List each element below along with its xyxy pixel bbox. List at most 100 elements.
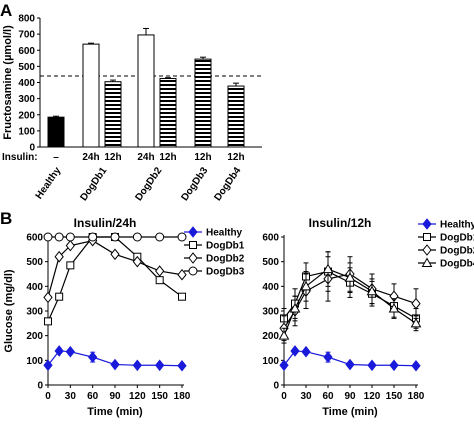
point-diamond-filled	[110, 358, 120, 371]
point-diamond	[54, 250, 64, 263]
point-square	[178, 292, 186, 301]
point-diamond-filled	[177, 359, 187, 372]
point-triangle	[421, 257, 433, 267]
point-diamond-filled	[323, 351, 333, 363]
point-diamond-filled	[411, 359, 421, 372]
insulin-label: 12h	[227, 152, 244, 163]
y-tick-label: 200	[18, 110, 35, 121]
point-triangle	[344, 272, 356, 282]
group-label-DogDb2: DogDb2	[133, 165, 164, 203]
point-circle	[188, 266, 198, 276]
x-tick-label: 30	[65, 391, 77, 402]
point-diamond-filled	[88, 351, 98, 363]
point-circle	[43, 232, 53, 242]
legend-label-DogDb2: DogDb2	[440, 246, 474, 257]
point-triangle	[278, 330, 290, 340]
insulin-label: 12h	[104, 152, 121, 163]
legend-label-DogDb2: DogDb2	[206, 254, 245, 265]
panel-b-insulin-24h-chart: 0 100 200 300 400 500 600 0 30 60 90 120 150 180 Time …	[3, 216, 245, 418]
point-diamond-filled	[279, 359, 289, 372]
y-tick-label: 400	[18, 78, 35, 89]
point-diamond-filled	[54, 345, 64, 357]
panel-letter-a: A	[0, 1, 12, 20]
point-circle	[110, 232, 120, 242]
y-tick-label: 0	[29, 143, 35, 154]
point-circle	[177, 232, 187, 242]
insulin-label: 12h	[194, 152, 211, 163]
point-square	[189, 241, 197, 249]
legend-label-Healthy: Healthy	[440, 220, 474, 231]
y-tick-label: 600	[18, 46, 35, 57]
panel-letter-b: B	[0, 209, 12, 228]
bar-DogDb2-12h	[159, 77, 177, 148]
x-tick-label: 180	[408, 391, 425, 402]
point-square	[155, 276, 164, 285]
bar-DogDb2-24h	[137, 34, 155, 148]
x-tick-label: 30	[300, 391, 312, 402]
point-triangle	[388, 303, 400, 313]
insulin-row-label: Insulin:	[2, 152, 38, 163]
chart-title: Insulin/24h	[74, 216, 137, 230]
point-diamond-filled	[132, 359, 142, 372]
x-tick-label: 0	[281, 391, 287, 402]
bar-Healthy-–	[47, 116, 65, 148]
point-diamond	[43, 291, 53, 304]
panel-a-bar-chart: 0 100 200 300 400 500 600 700 800 Fructosamine (µ…	[2, 14, 262, 203]
x-tick-label: 180	[174, 391, 191, 402]
point-diamond-filled	[389, 359, 399, 372]
x-tick-label: 60	[87, 391, 99, 402]
y-tick-label: 0	[37, 381, 43, 392]
chart-title: Insulin/12h	[309, 216, 372, 230]
bar-DogDb3-12h	[194, 58, 212, 148]
point-triangle	[289, 303, 301, 313]
point-circle	[54, 232, 64, 242]
y-tick-label: 100	[262, 356, 279, 367]
bar-DogDb1-12h	[104, 81, 122, 148]
x-tick-label: 120	[129, 391, 146, 402]
x-tick-label: 150	[386, 391, 403, 402]
y-tick-label: 100	[18, 126, 35, 137]
y-tick-label: 300	[18, 94, 35, 105]
legend-label-DogDb1: DogDb1	[440, 233, 474, 244]
y-tick-label: 400	[262, 282, 279, 293]
group-label-DogDb4: DogDb4	[212, 165, 243, 203]
legend-label-DogDb1: DogDb1	[206, 241, 245, 252]
bar-DogDb1-24h	[82, 43, 100, 148]
y-tick-label: 200	[262, 331, 279, 342]
legend-label-DogDb3: DogDb3	[206, 267, 245, 278]
y-tick-label: 600	[26, 233, 43, 244]
point-diamond	[155, 265, 165, 277]
point-diamond	[132, 255, 142, 268]
point-triangle	[300, 280, 312, 291]
point-square	[423, 233, 431, 241]
point-circle	[88, 232, 98, 242]
point-diamond	[188, 252, 198, 264]
y-tick-label: 600	[262, 233, 279, 244]
x-tick-label: 0	[45, 391, 51, 402]
y-axis-label: Glucose (mg/dl)	[3, 269, 15, 352]
x-tick-label: 120	[364, 391, 381, 402]
point-diamond-filled	[422, 218, 432, 230]
point-triangle	[410, 317, 422, 328]
y-axis-label: Fructosamine (µmol/l)	[2, 25, 14, 140]
x-axis-label: Time (min)	[87, 406, 143, 418]
point-diamond	[110, 248, 120, 261]
y-tick-label: 700	[18, 30, 35, 41]
point-circle	[132, 232, 142, 242]
panel-b-insulin-12h-chart: 0 100 200 300 400 500 600 0 30 60 90 120 150 180 Time …	[262, 216, 474, 418]
point-diamond-filled	[65, 345, 75, 358]
x-tick-label: 90	[344, 391, 356, 402]
point-diamond	[177, 268, 187, 281]
point-diamond	[411, 297, 421, 310]
point-triangle	[322, 263, 334, 274]
insulin-label: 12h	[159, 152, 176, 163]
x-axis-label: Time (min)	[322, 406, 378, 418]
point-diamond-filled	[290, 345, 300, 357]
point-diamond	[65, 239, 75, 252]
y-tick-label: 0	[273, 381, 279, 392]
legend-label-Healthy: Healthy	[206, 228, 243, 239]
point-square	[66, 261, 75, 270]
insulin-label: –	[53, 152, 59, 163]
y-tick-label: 400	[26, 282, 43, 293]
point-diamond-filled	[155, 359, 165, 372]
